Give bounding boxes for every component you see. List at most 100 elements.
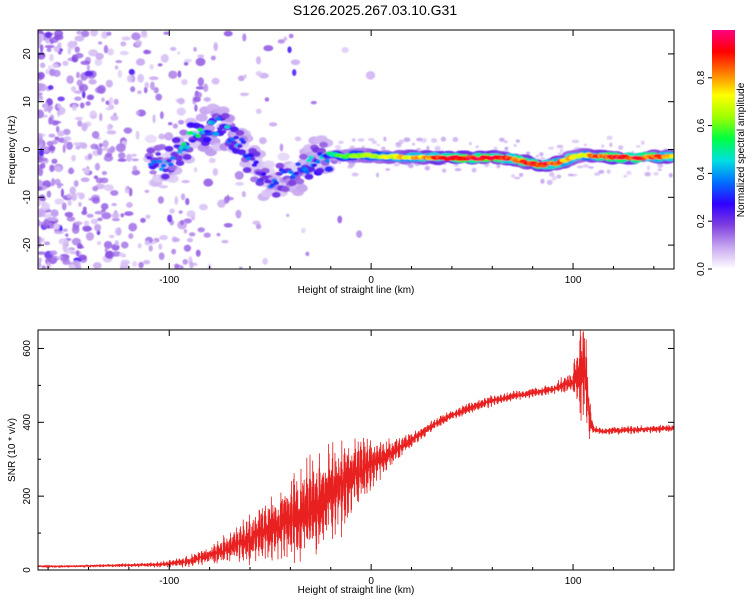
heatmap-noise-blob bbox=[111, 202, 118, 207]
heatmap-ridge-blob bbox=[157, 144, 167, 151]
heatmap-noise-blob bbox=[203, 97, 211, 102]
heatmap-ridge-blob bbox=[247, 153, 254, 158]
heatmap-noise-blob bbox=[255, 223, 262, 230]
heatmap-noise-blob bbox=[45, 31, 52, 39]
heatmap-noise-blob bbox=[63, 136, 72, 142]
heatmap-noise-blob bbox=[132, 261, 138, 267]
heatmap-noise-blob bbox=[51, 63, 59, 69]
heatmap-noise-blob bbox=[89, 110, 98, 120]
heatmap-noise-blob bbox=[351, 172, 359, 177]
heatmap-noise-blob bbox=[172, 123, 179, 129]
snr-xtick-label: 100 bbox=[565, 576, 582, 587]
spectrogram-ytick-label: 20 bbox=[22, 48, 33, 60]
heatmap-noise-blob bbox=[357, 138, 365, 142]
colorbar-axes: 0.0 0.2 0.4 0.6 0.8 bbox=[696, 70, 712, 276]
heatmap-noise-blob bbox=[55, 125, 60, 133]
heatmap-noise-blob bbox=[70, 86, 77, 92]
heatmap-noise-blob bbox=[73, 180, 79, 188]
heatmap-ridge-blob bbox=[266, 179, 272, 184]
heatmap-noise-blob bbox=[539, 152, 544, 157]
heatmap-noise-blob bbox=[203, 232, 211, 238]
heatmap-noise-blob bbox=[44, 44, 55, 49]
heatmap-noise-blob bbox=[160, 54, 169, 63]
heatmap-ridge-blob bbox=[260, 172, 267, 176]
heatmap-noise-blob bbox=[575, 139, 579, 143]
heatmap-noise-blob bbox=[103, 44, 109, 54]
heatmap-noise-blob bbox=[105, 107, 112, 111]
heatmap-noise-blob bbox=[108, 96, 114, 106]
heatmap-noise-blob bbox=[82, 206, 87, 212]
heatmap-noise-blob bbox=[440, 136, 447, 142]
heatmap-ridge-blob bbox=[253, 160, 260, 165]
heatmap-noise-blob bbox=[95, 177, 104, 184]
heatmap-noise-blob bbox=[85, 101, 91, 106]
heatmap-noise-blob bbox=[511, 174, 516, 178]
heatmap-ridge-blob bbox=[324, 158, 330, 163]
heatmap-noise-blob bbox=[57, 96, 65, 102]
heatmap-noise-blob bbox=[51, 178, 56, 187]
heatmap-noise-blob bbox=[74, 116, 83, 121]
heatmap-noise-blob bbox=[38, 35, 42, 44]
heatmap-ridge-blob bbox=[299, 153, 308, 160]
heatmap-noise-blob bbox=[38, 148, 45, 157]
heatmap-noise-blob bbox=[62, 242, 68, 252]
heatmap-noise-blob bbox=[66, 193, 72, 199]
heatmap-noise-blob bbox=[75, 146, 81, 150]
heatmap-noise-blob bbox=[268, 122, 278, 127]
heatmap-noise-blob bbox=[111, 212, 120, 219]
heatmap-noise-blob bbox=[668, 172, 673, 178]
heatmap-noise-blob bbox=[53, 223, 61, 230]
heatmap-noise-blob bbox=[110, 190, 119, 196]
heatmap-ridge-blob bbox=[144, 134, 157, 144]
heatmap-noise-blob bbox=[54, 136, 60, 141]
heatmap-noise-blob bbox=[513, 143, 517, 148]
heatmap-noise-blob bbox=[337, 215, 343, 224]
heatmap-noise-blob bbox=[94, 210, 104, 215]
snr-xtick-label: -100 bbox=[159, 576, 179, 587]
heatmap-noise-blob bbox=[73, 90, 83, 94]
heatmap-ridge-blob bbox=[169, 156, 176, 161]
heatmap-noise-blob bbox=[385, 168, 390, 171]
heatmap-noise-blob bbox=[48, 133, 56, 138]
heatmap-noise-blob bbox=[102, 139, 109, 148]
heatmap-noise-blob bbox=[94, 223, 102, 232]
heatmap-noise-blob bbox=[126, 202, 133, 208]
heatmap-noise-blob bbox=[168, 70, 178, 79]
heatmap-noise-blob bbox=[64, 211, 74, 218]
heatmap-noise-blob bbox=[588, 166, 594, 169]
heatmap-noise-blob bbox=[95, 52, 104, 60]
heatmap-noise-blob bbox=[54, 230, 64, 235]
heatmap-noise-blob bbox=[111, 217, 121, 222]
spectrogram-xtick-label: -100 bbox=[159, 275, 179, 286]
heatmap-noise-blob bbox=[515, 139, 520, 143]
heatmap-noise-blob bbox=[181, 79, 188, 86]
heatmap-noise-blob bbox=[46, 261, 51, 269]
heatmap-noise-blob bbox=[83, 226, 93, 232]
spectrogram-xlabel: Height of straight line (km) bbox=[298, 285, 415, 296]
heatmap-noise-blob bbox=[255, 70, 262, 77]
heatmap-noise-blob bbox=[475, 145, 479, 149]
heatmap-noise-blob bbox=[164, 132, 174, 141]
heatmap-noise-blob bbox=[80, 177, 90, 183]
heatmap-noise-blob bbox=[277, 39, 285, 44]
heatmap-noise-blob bbox=[504, 146, 509, 151]
heatmap-ridge-blob bbox=[153, 163, 160, 168]
heatmap-noise-blob bbox=[598, 169, 605, 174]
heatmap-noise-blob bbox=[76, 192, 83, 196]
heatmap-noise-blob bbox=[91, 131, 100, 139]
heatmap-noise-blob bbox=[65, 141, 73, 150]
heatmap-noise-blob bbox=[38, 167, 44, 177]
heatmap-noise-blob bbox=[197, 54, 205, 58]
heatmap-noise-blob bbox=[97, 84, 106, 94]
heatmap-ridge-blob bbox=[146, 155, 152, 160]
heatmap-noise-blob bbox=[203, 178, 214, 187]
heatmap-ridge-blob bbox=[184, 145, 191, 150]
heatmap-ridge-blob bbox=[175, 159, 185, 166]
heatmap-noise-blob bbox=[57, 130, 65, 137]
heatmap-noise-blob bbox=[239, 92, 250, 97]
heatmap-noise-blob bbox=[441, 168, 447, 173]
heatmap-noise-blob bbox=[66, 75, 74, 84]
heatmap-noise-blob bbox=[120, 261, 128, 268]
heatmap-noise-blob bbox=[38, 71, 45, 80]
heatmap-noise-blob bbox=[398, 139, 404, 145]
